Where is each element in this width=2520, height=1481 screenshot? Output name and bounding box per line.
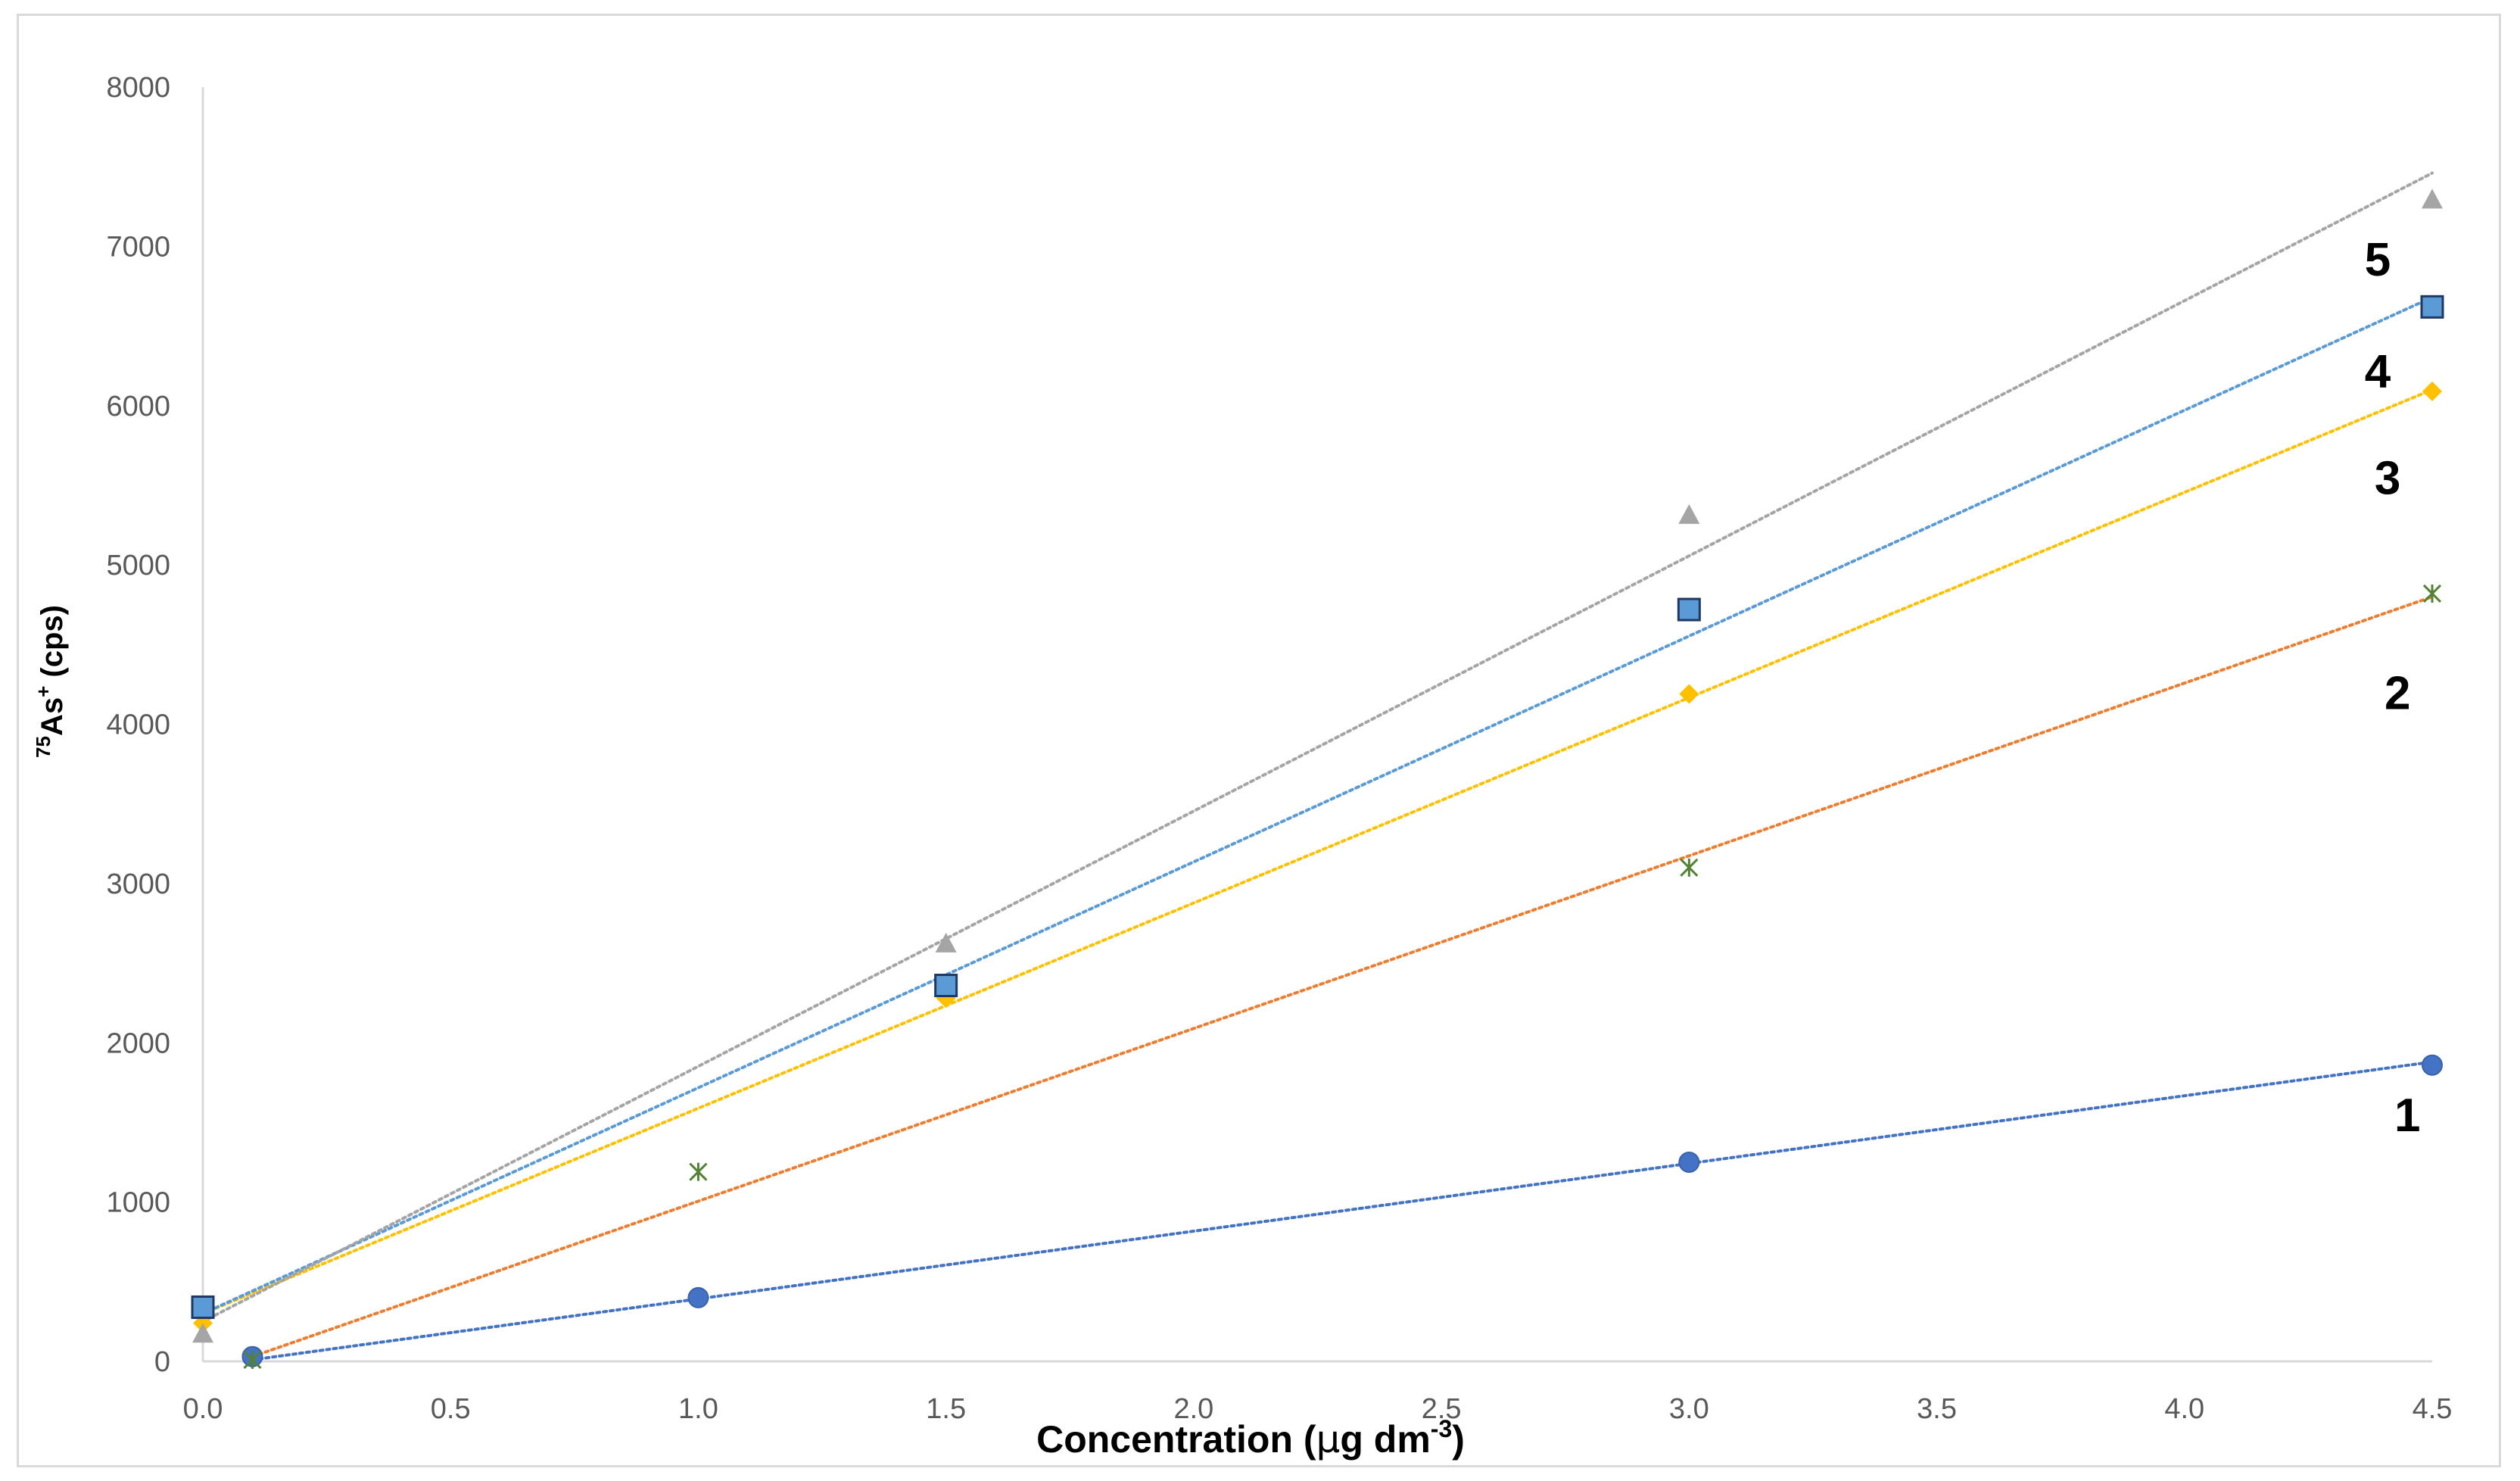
x-axis-title-main: Concentration ( [1036, 1418, 1316, 1461]
y-tick-label: 3000 [106, 868, 170, 900]
data-point-series-4 [934, 974, 958, 998]
x-axis-title-g: g dm [1340, 1418, 1430, 1461]
y-axis-title-sup2: + [32, 686, 55, 697]
data-point-series-4 [2420, 295, 2444, 319]
axes-layer [201, 87, 2432, 1363]
y-tick-label: 5000 [106, 550, 170, 581]
x-tick-label: 4.5 [2413, 1393, 2453, 1425]
x-tick-labels: 0.0 0.5 1.0 1.5 2.0 2.5 3.0 3.5 4.0 4.5 [183, 1393, 2453, 1425]
x-tick-label: 2.0 [1173, 1393, 1213, 1425]
trendline-series-4 [201, 295, 2434, 1315]
series-label-2: 2 [2384, 667, 2410, 719]
y-axis-title-unit: (cps) [36, 605, 69, 686]
y-axis-title-sup1: 75 [32, 736, 55, 758]
trendline-series-5 [201, 171, 2434, 1324]
data-point-series-4 [191, 1295, 215, 1319]
x-tick-label: 3.0 [1669, 1393, 1709, 1425]
y-tick-label: 1000 [106, 1187, 170, 1219]
data-point-series-5 [935, 932, 957, 953]
x-tick-label: 0.0 [183, 1393, 223, 1425]
data-point-series-5 [1678, 504, 1700, 524]
data-point-series-3 [1679, 684, 1699, 704]
y-tick-label: 8000 [106, 72, 170, 104]
x-tick-label: 0.5 [431, 1393, 471, 1425]
trendline-series-3 [201, 388, 2434, 1315]
x-axis-title-sup: -3 [1431, 1415, 1452, 1442]
data-point-series-1 [1678, 1152, 1700, 1174]
series-label-1: 1 [2394, 1090, 2420, 1142]
data-point-series-4 [1677, 597, 1701, 622]
data-point-series-2 [1680, 858, 1699, 877]
x-tick-label: 1.0 [678, 1393, 718, 1425]
data-point-series-3 [2422, 381, 2442, 401]
chart-frame [17, 14, 2501, 1467]
y-tick-label: 0 [154, 1346, 170, 1378]
trendlines [201, 171, 2434, 1361]
data-point-series-2 [689, 1162, 708, 1181]
trendline-series-1 [251, 1060, 2434, 1361]
x-axis-title-close: ) [1452, 1418, 1465, 1461]
series-labels: 1 2 3 4 5 [2365, 234, 2421, 1142]
trendline-series-2 [251, 595, 2434, 1358]
y-tick-label: 4000 [106, 709, 170, 741]
series-label-3: 3 [2375, 452, 2400, 504]
x-tick-label: 3.5 [1917, 1393, 1957, 1425]
data-point-series-2 [243, 1350, 262, 1369]
x-tick-label: 2.5 [1422, 1393, 1462, 1425]
y-tick-labels: 0 1000 2000 3000 4000 5000 6000 7000 8000 [106, 72, 170, 1378]
x-axis-title: Concentration (μg dm-3) [1036, 1415, 1465, 1461]
x-tick-label: 4.0 [2164, 1393, 2204, 1425]
y-tick-label: 7000 [106, 231, 170, 263]
data-markers [191, 189, 2444, 1369]
data-point-series-5 [2422, 189, 2443, 209]
data-point-series-1 [2422, 1054, 2443, 1076]
data-point-series-5 [192, 1323, 213, 1343]
data-point-series-1 [687, 1286, 709, 1308]
y-tick-label: 2000 [106, 1027, 170, 1059]
series-label-4: 4 [2365, 345, 2391, 398]
series-label-5: 5 [2365, 234, 2391, 286]
x-tick-label: 1.5 [926, 1393, 966, 1425]
x-axis-title-mu: μ [1316, 1417, 1341, 1461]
y-tick-label: 6000 [106, 391, 170, 422]
y-axis-title-main: As [36, 697, 69, 736]
y-axis-title: 75As+ (cps) [32, 605, 69, 758]
data-point-series-2 [2422, 584, 2442, 603]
